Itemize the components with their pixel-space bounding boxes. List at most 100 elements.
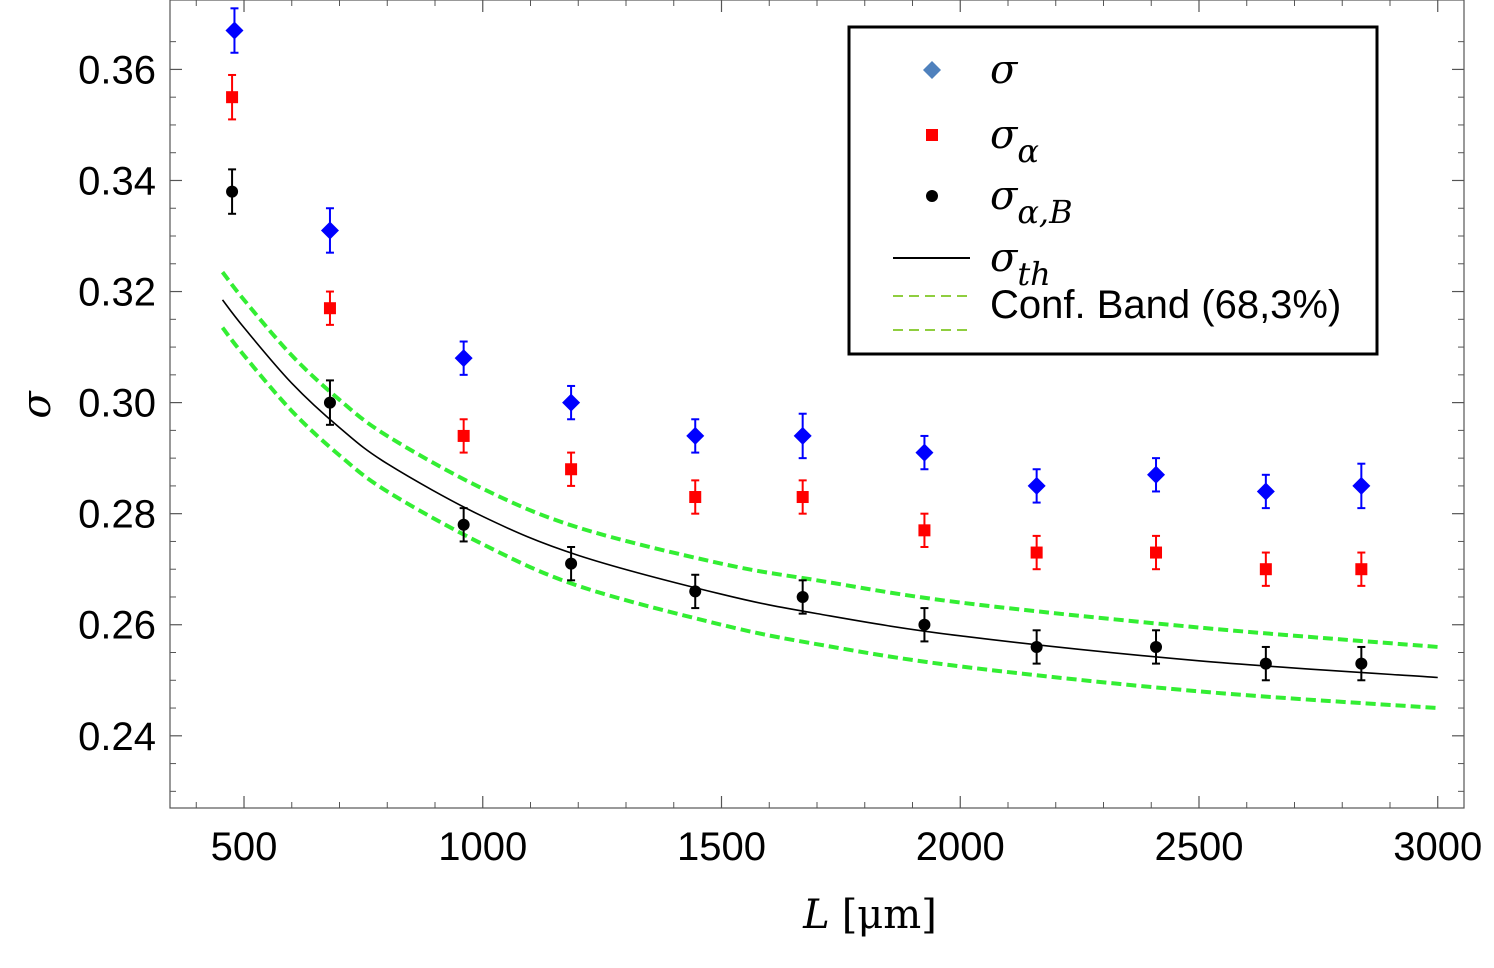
diamond-marker xyxy=(225,21,244,40)
data-point xyxy=(226,168,239,215)
diamond-marker xyxy=(1147,465,1166,484)
data-point xyxy=(1259,645,1272,682)
circle-marker xyxy=(1259,657,1272,670)
theory-curve xyxy=(221,299,1438,679)
data-point xyxy=(689,573,702,610)
data-point xyxy=(918,607,931,643)
circle-marker xyxy=(226,185,239,198)
square-marker xyxy=(1150,546,1163,559)
square-marker xyxy=(689,491,702,504)
legend-symbol: σ xyxy=(990,112,1019,158)
legend-diamond-icon xyxy=(923,61,941,79)
x-tick-label: 2500 xyxy=(1155,825,1244,869)
data-point xyxy=(686,418,705,454)
diamond-marker xyxy=(454,349,473,368)
data-point xyxy=(1355,551,1368,587)
ticks: 500 1000 1500 2000 2500 3000 0.24 0.26 0.28 0.30 0… xyxy=(78,0,1482,869)
legend-symbol: Conf. Band (68,3%) xyxy=(990,283,1341,327)
circle-marker xyxy=(796,590,809,603)
legend-subscript: α,B xyxy=(1017,193,1072,231)
y-tick-label: 0.34 xyxy=(78,159,156,203)
legend-item: σ xyxy=(923,47,1019,93)
series-square xyxy=(226,73,1368,587)
data-point xyxy=(796,579,809,615)
data-point xyxy=(457,507,470,543)
data-point xyxy=(562,384,581,421)
square-marker xyxy=(323,302,336,315)
data-point xyxy=(565,451,578,487)
y-axis-title: σ xyxy=(14,390,60,419)
circle-marker xyxy=(1150,640,1163,653)
square-marker xyxy=(1259,563,1272,576)
square-marker xyxy=(1355,563,1368,576)
data-point xyxy=(1355,645,1368,682)
data-point xyxy=(915,434,934,471)
circle-marker xyxy=(457,518,470,531)
legend-label: σ xyxy=(990,47,1019,93)
y-tick-label: 0.36 xyxy=(78,48,156,92)
diamond-marker xyxy=(686,426,705,445)
data-point xyxy=(454,340,473,376)
legend-item: σα xyxy=(926,112,1039,170)
data-point xyxy=(323,379,336,426)
x-axis-title: L [μm] xyxy=(802,892,937,938)
data-point xyxy=(1147,457,1166,493)
legend-symbol: σ xyxy=(990,47,1019,93)
data-series xyxy=(225,7,1371,682)
square-marker xyxy=(565,463,578,476)
diamond-marker xyxy=(562,393,581,412)
data-point xyxy=(457,418,470,454)
data-point xyxy=(565,545,578,582)
x-axis-variable: L xyxy=(802,892,830,938)
confidence-band-curve xyxy=(220,270,1438,649)
x-tick-label: 1500 xyxy=(677,825,766,869)
data-point xyxy=(793,412,812,460)
confidence-band-curve xyxy=(220,326,1438,711)
x-tick-label: 1000 xyxy=(438,825,527,869)
series-circle xyxy=(226,168,1368,682)
data-point xyxy=(918,512,931,548)
legend-item: σα,B xyxy=(926,173,1073,231)
diamond-marker xyxy=(320,221,339,240)
curves xyxy=(220,270,1438,711)
circle-marker xyxy=(565,557,578,570)
series-diamond xyxy=(225,7,1371,510)
square-marker xyxy=(918,524,931,537)
x-tick-label: 2000 xyxy=(916,825,1005,869)
data-point xyxy=(1030,629,1043,665)
diamond-marker xyxy=(1352,476,1371,495)
legend-item: Conf. Band (68,3%) xyxy=(893,283,1341,331)
circle-marker xyxy=(918,618,931,631)
x-tick-label: 500 xyxy=(211,825,278,869)
legend-square-icon xyxy=(926,129,938,141)
legend-item: σth xyxy=(893,235,1051,293)
legend-label: σth xyxy=(990,235,1051,293)
x-tick-label: 3000 xyxy=(1393,825,1482,869)
data-point xyxy=(1027,468,1046,504)
legend-subscript: α xyxy=(1017,132,1039,170)
y-tick-label: 0.26 xyxy=(78,604,156,648)
diamond-marker xyxy=(915,443,934,462)
y-tick-label: 0.32 xyxy=(78,271,156,315)
diamond-marker xyxy=(793,426,812,445)
square-marker xyxy=(226,91,239,104)
data-point xyxy=(1256,473,1275,510)
y-tick-label: 0.30 xyxy=(78,382,156,426)
legend-label: Conf. Band (68,3%) xyxy=(990,283,1341,327)
circle-marker xyxy=(1355,657,1368,670)
legend-subscript: th xyxy=(1017,255,1050,293)
y-tick-label: 0.24 xyxy=(78,715,156,759)
data-point xyxy=(226,73,239,121)
y-tick-label: 0.28 xyxy=(78,493,156,537)
circle-marker xyxy=(323,396,336,409)
circle-marker xyxy=(689,585,702,598)
data-point xyxy=(323,290,336,326)
circle-marker xyxy=(1030,640,1043,653)
x-axis-unit: [μm] xyxy=(842,892,937,938)
legend-symbol: σ xyxy=(990,235,1019,281)
square-marker xyxy=(796,491,809,504)
data-point xyxy=(689,479,702,515)
